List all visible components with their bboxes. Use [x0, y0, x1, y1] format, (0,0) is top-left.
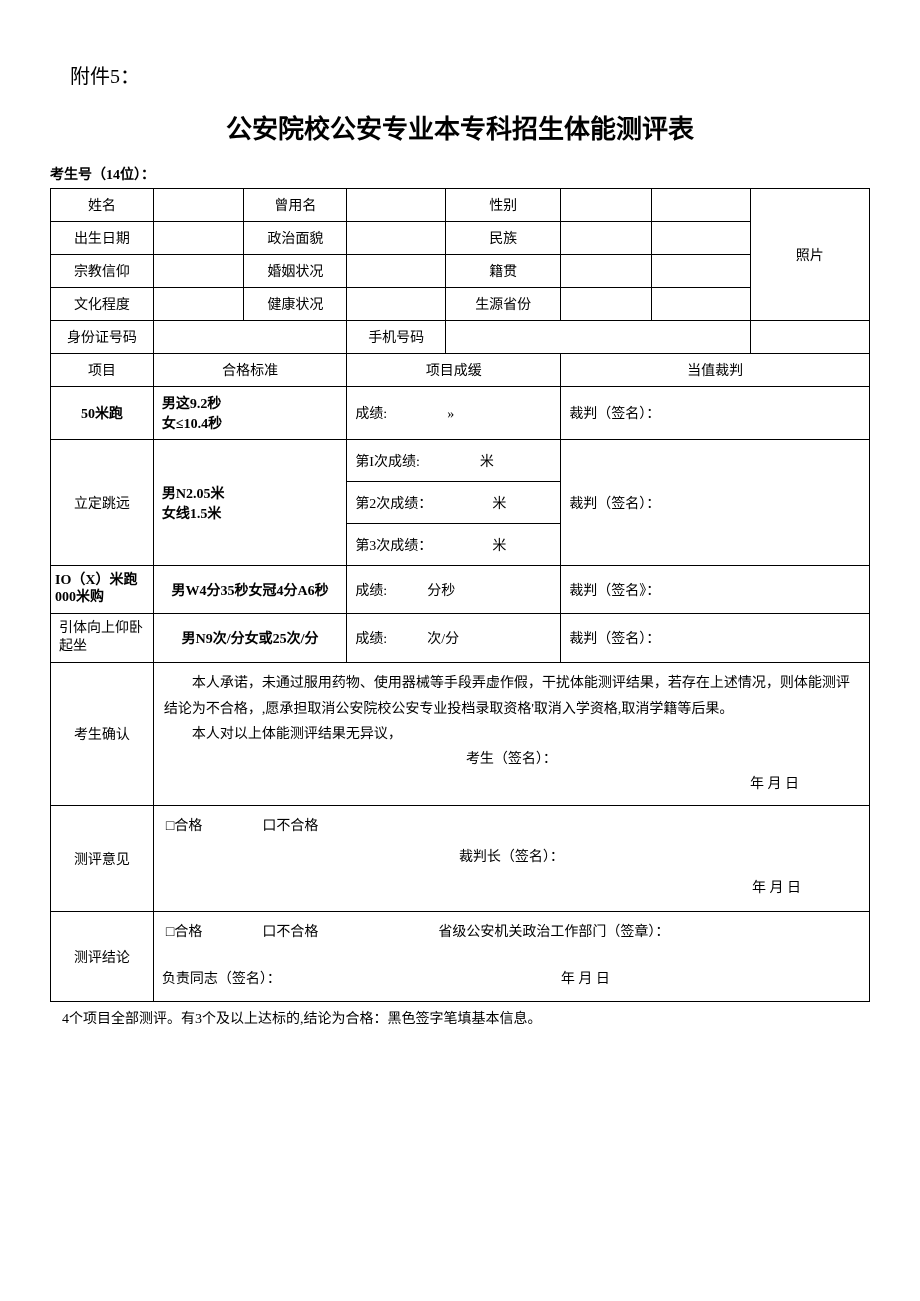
t3-res-label: 成绩:	[355, 584, 387, 599]
field-ethnicity	[561, 222, 652, 255]
label-name: 姓名	[51, 189, 154, 222]
test2-attempt1: 第I次成绩: 米	[347, 440, 561, 482]
field-gender	[561, 189, 652, 222]
test3-judge: 裁判（签名》：	[561, 566, 870, 614]
label-political: 政治面貌	[244, 222, 347, 255]
field-id	[153, 321, 346, 354]
test1-result: 成绩: »	[347, 387, 561, 440]
test2-standard: 男N2.05米 女线1.5米	[153, 440, 346, 566]
conclusion-fail: 口不合格	[262, 925, 318, 940]
t4-res-label: 成绩:	[355, 632, 387, 647]
label-photo: 照片	[750, 189, 869, 321]
label-id: 身份证号码	[51, 321, 154, 354]
header-result: 项目成缓	[347, 354, 561, 387]
test4-judge: 裁判（签名）：	[561, 614, 870, 663]
conclusion-label: 测评结论	[51, 911, 154, 1002]
label-health: 健康状况	[244, 288, 347, 321]
field-phone	[446, 321, 751, 354]
field-native	[561, 255, 652, 288]
field-origin	[561, 288, 652, 321]
label-birth: 出生日期	[51, 222, 154, 255]
opinion-pass: □合格	[166, 819, 202, 834]
footnote: 4个项目全部测评。有3个及以上达标的,结论为合格：黑色签字笔填基本信息。	[50, 1008, 870, 1028]
page-title: 公安院校公安专业本专科招生体能测评表	[50, 109, 870, 146]
confirm-content: 本人承诺，未通过服用药物、使用器械等手段弄虚作假，干扰体能测评结果，若存在上述情…	[153, 663, 869, 806]
label-native: 籍贯	[446, 255, 561, 288]
opinion-date: 年 月 日	[162, 874, 861, 905]
header-judge: 当值裁判	[561, 354, 870, 387]
header-standard: 合格标准	[153, 354, 346, 387]
field-birth	[153, 222, 244, 255]
field-religion	[153, 255, 244, 288]
test4-result: 成绩: 次/分	[347, 614, 561, 663]
opinion-sig: 裁判长（签名）：	[162, 843, 861, 874]
t1-res-label: 成绩:	[355, 407, 387, 422]
exam-number-label: 考生号（14位）：	[50, 164, 870, 184]
confirm-sig: 考生（签名）：	[164, 747, 859, 772]
label-gender: 性别	[446, 189, 561, 222]
conclusion-row2: 负责同志（签名）： 年 月 日	[162, 965, 861, 996]
label-phone: 手机号码	[347, 321, 446, 354]
label-origin: 生源省份	[446, 288, 561, 321]
test1-judge: 裁判（签名）：	[561, 387, 870, 440]
label-religion: 宗教信仰	[51, 255, 154, 288]
field-blank1	[651, 189, 750, 222]
confirm-date: 年 月 日	[164, 772, 859, 797]
opinion-label: 测评意见	[51, 806, 154, 911]
test2-name: 立定跳远	[51, 440, 154, 566]
t2-a3-unit: 米	[492, 539, 506, 554]
t4-res-unit: 次/分	[427, 632, 459, 647]
field-political	[347, 222, 446, 255]
field-blank3	[651, 255, 750, 288]
test3-result: 成绩: 分秒	[347, 566, 561, 614]
test2-attempt3: 第3次成绩： 米	[347, 524, 561, 566]
t2-a2-unit: 米	[492, 497, 506, 512]
field-blank5	[750, 321, 869, 354]
field-marital	[347, 255, 446, 288]
field-former-name	[347, 189, 446, 222]
label-marital: 婚姻状况	[244, 255, 347, 288]
attachment-label: 附件5：	[70, 60, 870, 89]
opinion-fail: 口不合格	[262, 819, 318, 834]
t2-a1-unit: 米	[480, 455, 494, 470]
test3-standard: 男W4分35秒女冠4分A6秒	[153, 566, 346, 614]
conclusion-resp: 负责同志（签名）：	[162, 972, 281, 987]
test2-attempt2: 第2次成绩： 米	[347, 482, 561, 524]
conclusion-dept: 省级公安机关政治工作部门（签章）：	[438, 925, 669, 940]
field-education	[153, 288, 244, 321]
confirm-label: 考生确认	[51, 663, 154, 806]
field-name	[153, 189, 244, 222]
t2-a2-label: 第2次成绩：	[355, 497, 432, 512]
t1-res-unit: »	[447, 407, 454, 422]
label-ethnicity: 民族	[446, 222, 561, 255]
conclusion-date: 年 月 日	[561, 972, 610, 987]
evaluation-table: 姓名 曾用名 性别 照片 出生日期 政治面貌 民族 宗教信仰 婚姻状况 籍贯 文…	[50, 188, 870, 1002]
conclusion-row1: □合格 口不合格 省级公安机关政治工作部门（签章）：	[162, 918, 861, 949]
opinion-checkboxes: □合格 口不合格	[162, 812, 861, 843]
label-education: 文化程度	[51, 288, 154, 321]
test4-standard: 男N9次/分女或25次/分	[153, 614, 346, 663]
t2-a3-label: 第3次成绩：	[355, 539, 432, 554]
test1-name: 50米跑	[51, 387, 154, 440]
field-blank2	[651, 222, 750, 255]
label-former-name: 曾用名	[244, 189, 347, 222]
test1-standard: 男这9.2秒 女≤10.4秒	[153, 387, 346, 440]
field-blank4	[651, 288, 750, 321]
field-health	[347, 288, 446, 321]
opinion-content: □合格 口不合格 裁判长（签名）： 年 月 日	[153, 806, 869, 911]
confirm-text1: 本人承诺，未通过服用药物、使用器械等手段弄虚作假，干扰体能测评结果，若存在上述情…	[164, 671, 859, 721]
t2-a1-label: 第I次成绩:	[355, 455, 420, 470]
test4-name: 引体向上仰卧起坐	[51, 614, 154, 663]
t3-res-unit: 分秒	[427, 584, 455, 599]
test2-judge: 裁判（签名）：	[561, 440, 870, 566]
test3-name: IO（X）米跑 000米购	[51, 566, 154, 614]
conclusion-content: □合格 口不合格 省级公安机关政治工作部门（签章）： 负责同志（签名）： 年 月 日	[153, 911, 869, 1002]
confirm-text2: 本人对以上体能测评结果无异议，	[164, 722, 859, 747]
header-item: 项目	[51, 354, 154, 387]
conclusion-pass: □合格	[166, 925, 202, 940]
